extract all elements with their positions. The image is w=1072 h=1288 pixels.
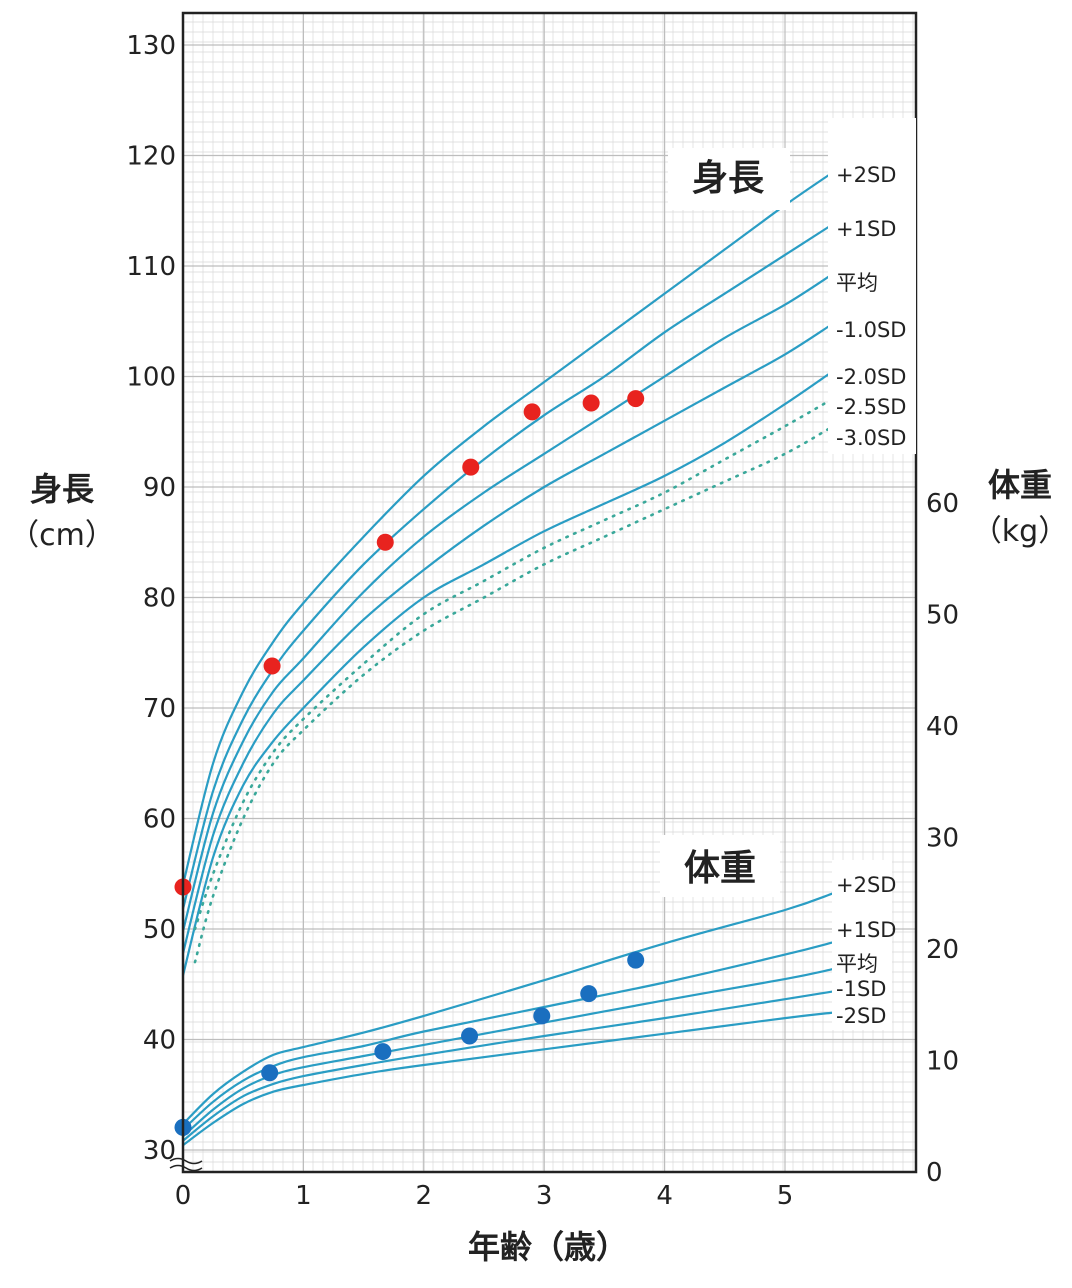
height-point: [462, 458, 480, 476]
height-point: [263, 657, 281, 675]
weight-curve-label: +2SD: [836, 873, 896, 897]
y-left-tick-label: 100: [126, 363, 176, 393]
height-panel-title: 身長: [692, 158, 765, 199]
weight-point: [261, 1064, 279, 1082]
x-tick-label: 5: [777, 1181, 794, 1211]
weight-curve-label: -2SD: [836, 1004, 886, 1028]
x-tick-label: 2: [416, 1181, 433, 1211]
y-left-tick-label: 90: [143, 473, 176, 503]
measurement-points: [174, 390, 645, 1136]
height-curve-label: -3.0SD: [836, 426, 906, 450]
x-axis-title: 年齢（歳）: [468, 1228, 628, 1266]
y-left-axis-title: 身長: [30, 470, 95, 508]
weight-curve-label: -1SD: [836, 977, 886, 1001]
height-curve-label: -2.0SD: [836, 365, 906, 389]
height-curve--3.0SD: [193, 424, 835, 964]
weight-curve-label: 平均: [836, 952, 878, 976]
height-point: [582, 394, 600, 412]
y-left-axis-unit: （cm）: [9, 518, 115, 553]
x-tick-label: 3: [536, 1181, 553, 1211]
plot-frame: [181, 11, 918, 1174]
y-left-tick-label: 130: [126, 31, 176, 61]
height-point: [376, 533, 394, 551]
y-right-tick-label: 0: [926, 1158, 943, 1188]
height-point: [523, 403, 541, 421]
y-left-tick-label: 80: [143, 584, 176, 614]
height-curve-+1SD: [181, 223, 834, 910]
height-point: [627, 390, 645, 408]
weight-point: [533, 1007, 551, 1025]
height-curve-label: 平均: [836, 271, 878, 295]
axis-break-mark: [169, 1157, 203, 1172]
weight-point: [461, 1027, 479, 1045]
height-curve-label: +1SD: [836, 217, 896, 241]
x-tick-label: 4: [656, 1181, 673, 1211]
height-title-backdrop: [668, 148, 790, 210]
y-left-tick-label: 110: [126, 252, 176, 282]
y-left-tick-label: 40: [143, 1026, 176, 1056]
weight-point: [374, 1043, 392, 1061]
height-curve-label: -1.0SD: [836, 318, 906, 342]
tick-labels: 30 40 50 60 70 80 90 100 110 120 130 0 10 20 30 40 50 60 0…: [126, 31, 959, 1211]
weight-curve-+2SD: [182, 892, 834, 1125]
weight-point: [580, 985, 598, 1003]
weight-curve--1SD: [182, 990, 834, 1142]
height-curve-+2SD: [181, 171, 834, 886]
y-right-tick-label: 20: [926, 935, 959, 965]
grid: [183, 13, 916, 1172]
y-right-tick-label: 50: [926, 601, 959, 631]
y-left-tick-label: 30: [143, 1136, 176, 1166]
x-tick-label: 1: [295, 1181, 312, 1211]
weight-curve-label: +1SD: [836, 918, 896, 942]
weight-curve-+1SD: [182, 941, 834, 1131]
weight-curve-平均: [182, 968, 834, 1138]
height-curve--2.0SD: [181, 370, 834, 976]
height-curve-平均: [181, 272, 834, 932]
height-curve-label: +2SD: [836, 163, 896, 187]
weight-point: [627, 951, 645, 969]
x-tick-label: 0: [175, 1181, 192, 1211]
height-label-backdrop: [828, 118, 916, 454]
y-right-axis-unit: （kg）: [972, 514, 1068, 549]
y-left-tick-label: 120: [126, 142, 176, 172]
curve-labels: +2SD +1SD 平均 -1.0SD -2.0SD -2.5SD -3.0SD +2SD +1…: [660, 118, 916, 1030]
weight-panel-title: 体重: [684, 848, 756, 889]
y-right-axis-title: 体重: [988, 466, 1052, 504]
curves: [181, 171, 835, 1147]
y-right-tick-label: 30: [926, 824, 959, 854]
y-right-tick-label: 10: [926, 1047, 959, 1077]
height-curve-label: -2.5SD: [836, 395, 906, 419]
height-curve--2.5SD: [193, 397, 835, 931]
y-left-tick-label: 50: [143, 915, 176, 945]
height-curve--1.0SD: [181, 322, 834, 954]
weight-title-backdrop: [660, 835, 780, 897]
weight-label-backdrop: [832, 860, 892, 1030]
y-left-tick-label: 70: [143, 694, 176, 724]
y-right-tick-label: 60: [926, 489, 959, 519]
y-right-tick-label: 40: [926, 712, 959, 742]
weight-curve--2SD: [182, 1011, 834, 1147]
y-left-tick-label: 60: [143, 805, 176, 835]
